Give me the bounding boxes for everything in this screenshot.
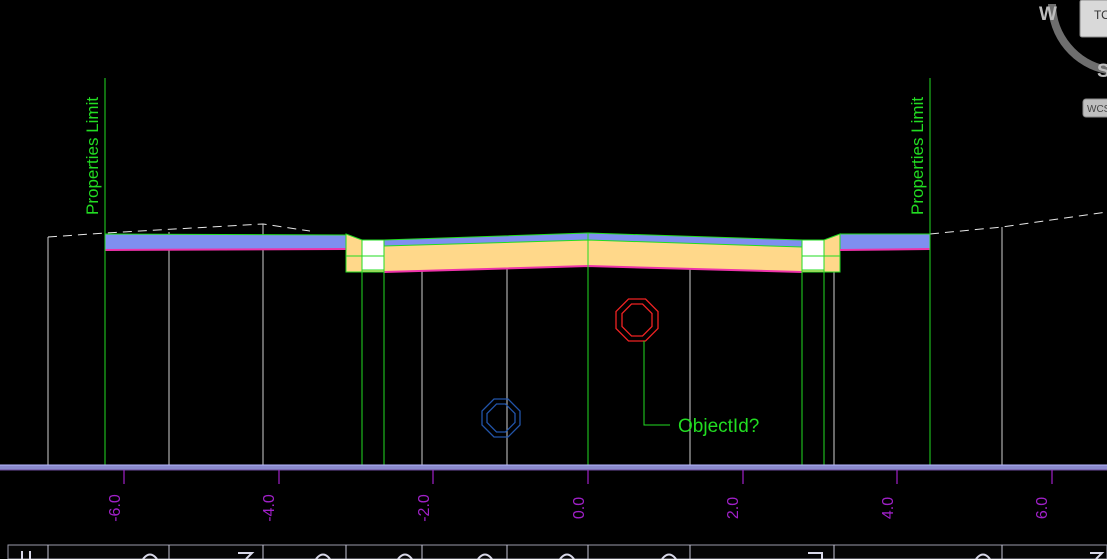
- section-data-band: [7, 544, 1107, 559]
- left-properties-limit-label: Properties Limit: [83, 97, 102, 215]
- right-shoulder-pavement[interactable]: [839, 233, 931, 251]
- assembly-link-lines: [104, 78, 931, 468]
- right-gutter[interactable]: [801, 239, 825, 271]
- left-shoulder-pavement[interactable]: [104, 233, 347, 251]
- left-gutter[interactable]: [361, 239, 385, 271]
- compass-south-label[interactable]: S: [1097, 61, 1107, 82]
- axis-label-4: 4.0: [880, 497, 897, 519]
- axis-label-6: 6.0: [1034, 497, 1051, 519]
- view-cube-top-face[interactable]: [1079, 0, 1107, 38]
- object-label-leader: [643, 341, 670, 426]
- view-cube-face-label: TO: [1094, 8, 1107, 22]
- wcs-label: WCS: [1087, 104, 1107, 115]
- view-cube[interactable]: TO W S WCS: [1039, 0, 1107, 118]
- blue-octagon-marker[interactable]: [481, 398, 521, 438]
- axis-label-neg4: -4.0: [261, 494, 278, 522]
- axis-label-neg6: -6.0: [107, 494, 124, 522]
- right-properties-limit-label: Properties Limit: [908, 97, 927, 215]
- offset-axis-ticks: [123, 470, 1053, 484]
- object-id-label[interactable]: ObjectId?: [678, 416, 759, 437]
- axis-label-2: 2.0: [725, 497, 742, 519]
- section-baseline: [0, 464, 1107, 471]
- axis-label-neg2: -2.0: [416, 494, 433, 522]
- red-octagon-marker[interactable]: [615, 298, 659, 342]
- compass-ring[interactable]: [1048, 3, 1107, 74]
- compass-west-label[interactable]: W: [1039, 4, 1057, 25]
- existing-ground-line: [47, 211, 1107, 238]
- axis-label-0: 0.0: [571, 497, 588, 519]
- offset-axis-labels: -6.0 -4.0 -2.0 0.0 2.0 4.0 6.0: [107, 494, 1051, 522]
- wcs-menu-button[interactable]: [1082, 98, 1107, 118]
